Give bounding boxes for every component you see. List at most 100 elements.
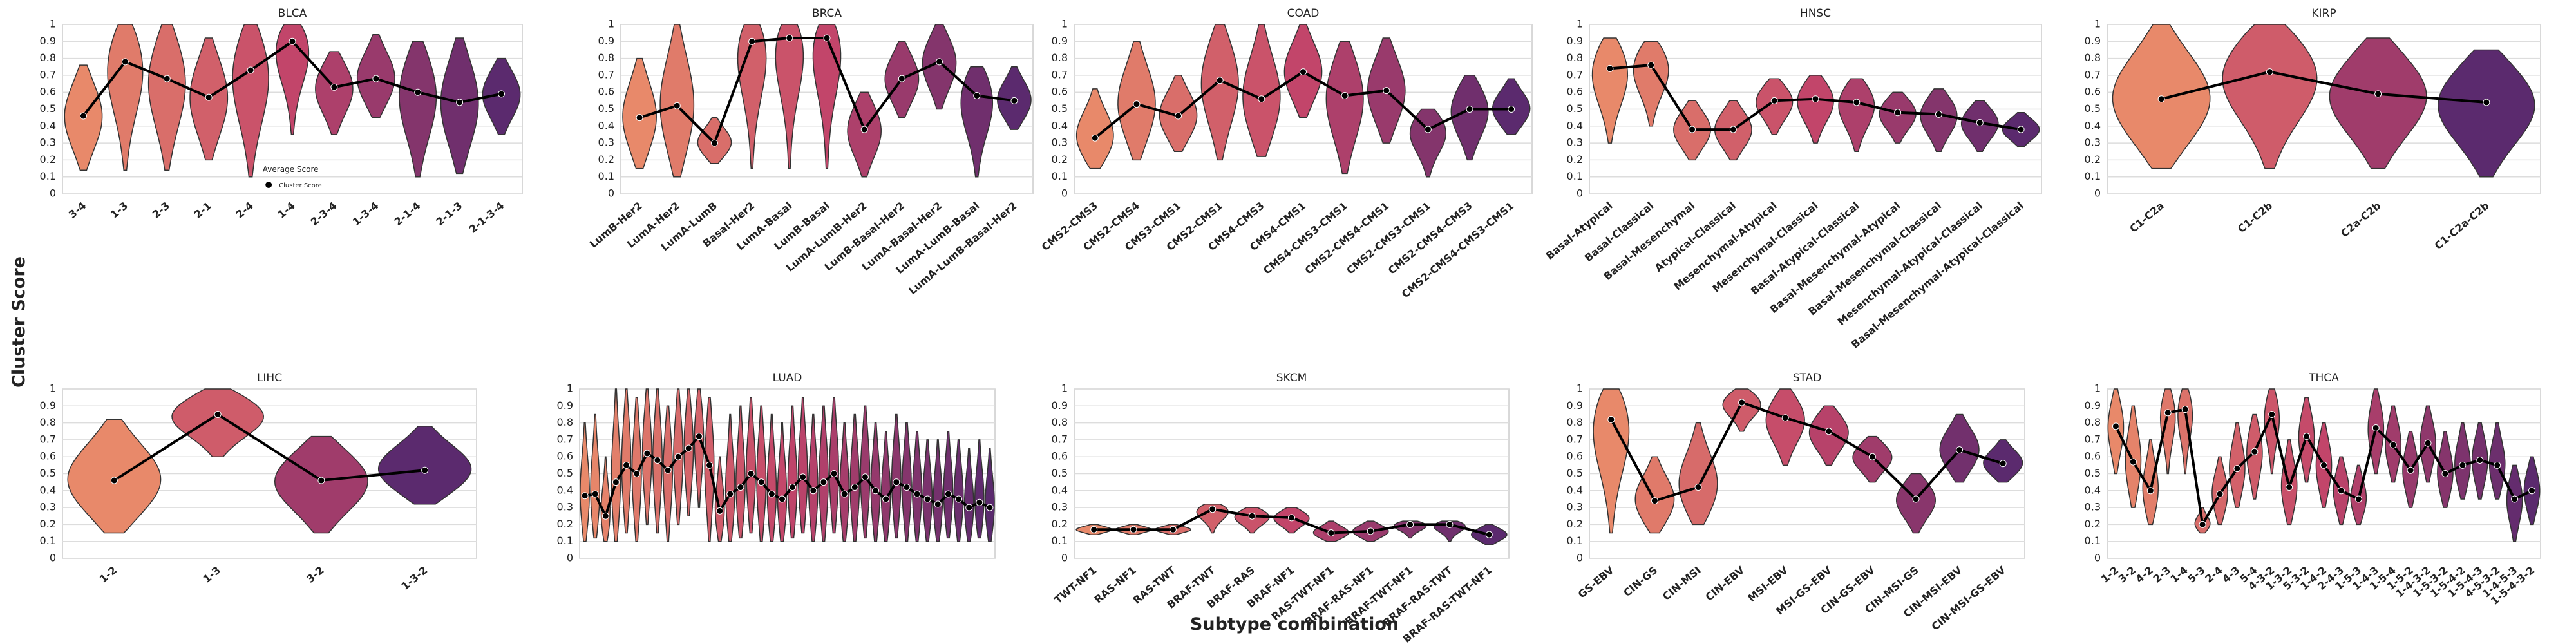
average-point xyxy=(372,75,380,82)
average-point xyxy=(893,478,900,486)
y-tick-label: 0 xyxy=(1061,187,1068,200)
violin xyxy=(870,422,881,542)
y-tick-label: 0.6 xyxy=(2085,450,2101,462)
violin xyxy=(1765,388,1805,466)
violin xyxy=(953,439,964,542)
average-point xyxy=(2216,490,2224,498)
average-point xyxy=(673,102,681,109)
y-tick-label: 0.8 xyxy=(2085,416,2101,428)
y-tick-label: 0.7 xyxy=(40,433,56,445)
violin xyxy=(766,413,777,542)
panel-title: SKCM xyxy=(1276,372,1307,384)
y-tick-label: 0.8 xyxy=(598,52,614,64)
average-point xyxy=(936,58,943,66)
average-point xyxy=(623,461,630,469)
average-point xyxy=(1383,87,1390,95)
violin xyxy=(2454,422,2471,500)
average-point xyxy=(768,490,775,498)
average-point xyxy=(581,492,589,500)
violin xyxy=(2488,422,2506,500)
average-point xyxy=(2407,466,2414,474)
y-tick-label: 1 xyxy=(1061,383,1068,395)
y-tick-label: 1 xyxy=(50,18,56,30)
average-point xyxy=(737,484,744,491)
violin xyxy=(107,24,144,171)
violin xyxy=(922,24,957,110)
violin xyxy=(1722,388,1761,432)
y-tick-label: 0.5 xyxy=(2085,467,2101,479)
average-point xyxy=(121,58,129,66)
average-point xyxy=(1694,484,1702,491)
violin xyxy=(600,456,611,542)
average-point xyxy=(664,466,672,474)
panel-title: COAD xyxy=(1287,7,1320,20)
average-point xyxy=(2129,458,2137,466)
violin xyxy=(1797,75,1834,144)
y-tick-label: 0.3 xyxy=(598,137,614,149)
y-tick-label: 0.2 xyxy=(557,518,573,530)
average-point xyxy=(716,507,724,515)
figure-x-label: Subtype combination xyxy=(1190,614,1399,634)
y-tick-label: 0.4 xyxy=(40,119,56,131)
average-point xyxy=(1729,126,1737,133)
y-tick-label: 0.4 xyxy=(598,119,614,131)
average-point xyxy=(851,484,858,491)
average-point xyxy=(2441,470,2449,477)
average-point xyxy=(965,504,973,511)
average-point xyxy=(2181,406,2189,413)
average-point xyxy=(2511,495,2519,503)
y-tick-label: 0.9 xyxy=(598,35,614,47)
panel-title: STAD xyxy=(1793,372,1822,384)
average-point xyxy=(1812,95,1819,103)
y-tick-label: 0.9 xyxy=(2085,399,2101,412)
y-tick-label: 0.2 xyxy=(1052,518,1068,530)
violin xyxy=(777,422,788,542)
y-tick-label: 0 xyxy=(2094,187,2101,200)
average-point xyxy=(2251,448,2259,455)
average-point xyxy=(1770,97,1778,104)
average-point xyxy=(456,99,464,106)
average-point xyxy=(110,477,118,484)
average-point xyxy=(685,444,692,452)
violin xyxy=(315,51,354,135)
average-point xyxy=(1341,91,1349,99)
average-point xyxy=(944,490,952,498)
violin xyxy=(2329,37,2427,169)
violin xyxy=(580,422,590,542)
average-point xyxy=(1175,112,1182,120)
average-point xyxy=(1853,99,1861,106)
y-tick-label: 0.2 xyxy=(1567,153,1583,166)
average-point xyxy=(860,126,868,133)
average-point xyxy=(205,93,213,101)
violin xyxy=(746,397,757,534)
average-point xyxy=(2476,456,2484,464)
average-point xyxy=(789,484,797,491)
y-tick-label: 1 xyxy=(1061,18,1068,30)
average-line xyxy=(113,413,425,482)
violin xyxy=(377,426,472,505)
average-point xyxy=(1130,526,1137,533)
y-tick-label: 0.1 xyxy=(598,170,614,182)
violin xyxy=(694,388,705,508)
violin xyxy=(880,431,891,542)
average-point xyxy=(830,470,838,477)
legend-label: Cluster Score xyxy=(279,182,322,189)
y-tick-label: 0.8 xyxy=(1052,52,1068,64)
average-point xyxy=(1010,97,1018,104)
panel-title: HNSC xyxy=(1800,7,1831,20)
average-point xyxy=(1133,100,1141,108)
y-tick-label: 0.5 xyxy=(2085,102,2101,115)
violin xyxy=(829,397,840,534)
y-tick-label: 0.7 xyxy=(1052,68,1068,80)
violin xyxy=(2222,24,2318,169)
violin xyxy=(849,413,860,542)
y-tick-label: 0 xyxy=(50,187,56,200)
violin xyxy=(621,388,632,534)
average-point xyxy=(2320,461,2327,469)
violin xyxy=(901,422,912,542)
y-tick-label: 0.7 xyxy=(598,68,614,80)
average-point xyxy=(1647,61,1655,69)
y-tick-label: 0.3 xyxy=(1052,137,1068,149)
average-point xyxy=(1300,68,1307,76)
y-tick-label: 0.9 xyxy=(40,399,56,412)
